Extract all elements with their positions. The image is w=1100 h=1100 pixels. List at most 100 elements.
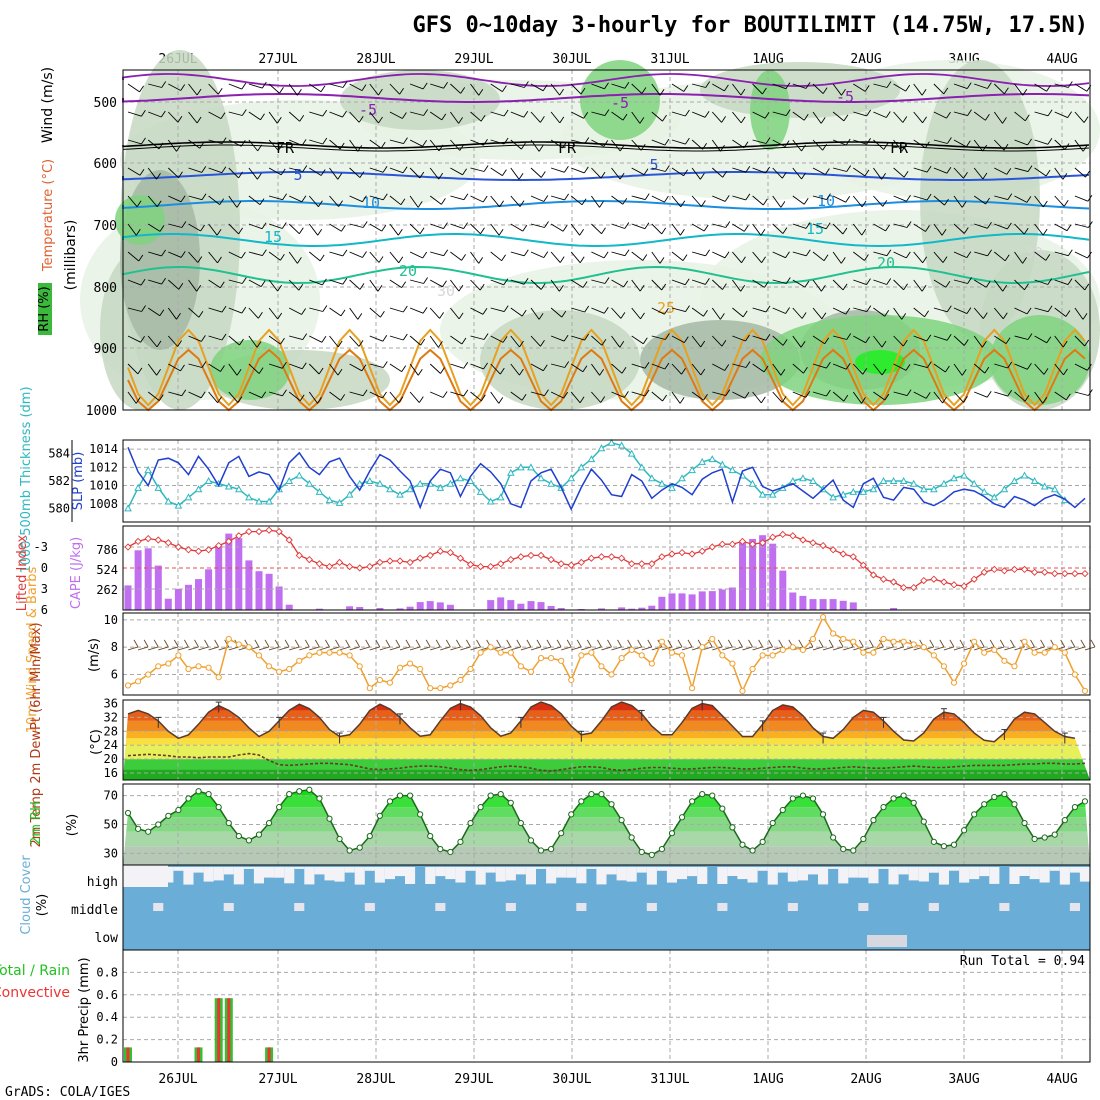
wind-barb-feather xyxy=(1026,307,1032,315)
wind-barb-feather xyxy=(156,368,161,376)
wind10-barb xyxy=(208,646,219,651)
wind-barb xyxy=(994,167,1008,175)
wind-barb xyxy=(147,307,161,317)
wind-barb-feather xyxy=(621,367,627,374)
cape-tick: 786 xyxy=(96,543,118,557)
wind-barb-feather xyxy=(901,313,907,320)
wind10-speed-line-marker xyxy=(568,676,575,684)
wind-barb-feather xyxy=(503,109,509,117)
wind-barb xyxy=(188,195,203,201)
wind-barb xyxy=(550,139,563,149)
wind-barb xyxy=(530,111,541,123)
rh-line-marker xyxy=(840,845,847,853)
thickness-line-marker xyxy=(416,479,424,487)
cloud-middle-block xyxy=(223,903,234,911)
wind-barb xyxy=(389,111,403,119)
wind-barb-feather xyxy=(620,312,626,319)
wind10-barb-feather xyxy=(526,639,532,648)
wind10-barb-feather xyxy=(264,639,270,648)
lifted-index-marker xyxy=(1071,569,1079,578)
lifted-index-marker xyxy=(507,555,515,564)
thickness-line-marker xyxy=(637,463,646,471)
wind-barb-feather xyxy=(220,112,226,119)
wind-barb-feather xyxy=(826,193,831,200)
wind-barb-feather xyxy=(1004,87,1009,95)
cape-bar xyxy=(648,605,656,610)
date-label-bottom: 30JUL xyxy=(552,1072,591,1087)
thickness-line-marker xyxy=(285,476,294,484)
wind-barb xyxy=(893,223,908,228)
wind10-speed-line-marker xyxy=(900,638,907,645)
temp-panel-frame xyxy=(122,699,1091,781)
wind-barb xyxy=(1054,391,1067,401)
wind-barb xyxy=(309,167,322,176)
wind10-barb-feather xyxy=(385,639,391,648)
thickness-line-marker xyxy=(909,479,918,487)
wind-barb xyxy=(329,111,343,118)
wind10-barb xyxy=(228,646,239,651)
cape-bar xyxy=(205,569,213,610)
wind-barb xyxy=(369,391,383,399)
rh-shade-medium xyxy=(700,62,900,118)
wind-barb xyxy=(349,167,361,178)
cape-bar xyxy=(497,597,505,610)
wind-barb-feather xyxy=(720,313,725,320)
wind-barb xyxy=(1014,111,1026,122)
wind10-barb-feather xyxy=(627,639,632,648)
wind-barb-feather xyxy=(866,278,871,285)
wind-barb xyxy=(873,83,888,88)
lifted-index-marker xyxy=(628,560,636,568)
rh-line-marker xyxy=(971,811,978,818)
wind-barb-feather xyxy=(984,366,990,374)
rh-line-marker xyxy=(588,791,595,798)
wind-barb xyxy=(933,251,944,263)
wind-panel-frame xyxy=(122,612,1091,696)
wind-barb-feather xyxy=(861,200,867,208)
wind-barb xyxy=(470,335,485,340)
wind-barb xyxy=(248,139,259,152)
wind-barb xyxy=(530,279,542,290)
cloud-high-block xyxy=(1059,867,1070,885)
wind-barb xyxy=(651,335,666,340)
thickness-line-marker xyxy=(527,463,535,471)
wind-barb-feather xyxy=(805,391,811,398)
wind-barb xyxy=(349,279,361,290)
wind10-barb-feather xyxy=(355,639,360,648)
wind-barb-feather xyxy=(418,396,424,403)
wind-barb xyxy=(1054,111,1068,119)
wind-barb xyxy=(711,335,723,347)
lifted-index-marker xyxy=(1051,569,1059,578)
wind-barb xyxy=(1054,307,1067,317)
wind-barb-feather xyxy=(603,307,609,314)
wind-barb xyxy=(289,139,303,146)
wind-barb-feather xyxy=(886,278,892,285)
wind-barb xyxy=(430,391,444,398)
thickness-line-marker xyxy=(809,476,817,484)
wind-barb xyxy=(1034,139,1049,145)
wind-barb xyxy=(309,307,324,312)
wind10-speed-line-marker xyxy=(537,655,545,662)
rh-line-marker xyxy=(950,841,958,848)
wind-barb-feather xyxy=(985,197,990,205)
wind-barb-feather xyxy=(705,81,711,88)
thickness-line-marker xyxy=(204,476,213,484)
wind-barb xyxy=(994,195,1008,201)
wind-barb-feather xyxy=(1043,368,1049,375)
wind-barb-feather xyxy=(524,81,529,88)
wind-barb xyxy=(369,195,384,201)
wind-barb xyxy=(953,279,968,284)
thickness-line-marker xyxy=(365,476,374,484)
wind-barb xyxy=(1054,83,1069,88)
wind10-speed-line-marker xyxy=(648,660,655,667)
wind-barb xyxy=(591,391,602,403)
wind-barb-feather xyxy=(745,165,751,173)
rh-line-marker xyxy=(356,844,363,851)
wind-barb-feather xyxy=(906,195,911,202)
wind-barb xyxy=(369,363,384,368)
wind-barb xyxy=(611,335,621,348)
wind-barb xyxy=(591,279,606,284)
wind-barb-feather xyxy=(1027,165,1033,172)
cape-bar xyxy=(537,602,545,610)
wind10-barb xyxy=(933,646,945,651)
wind-barb xyxy=(389,363,402,372)
